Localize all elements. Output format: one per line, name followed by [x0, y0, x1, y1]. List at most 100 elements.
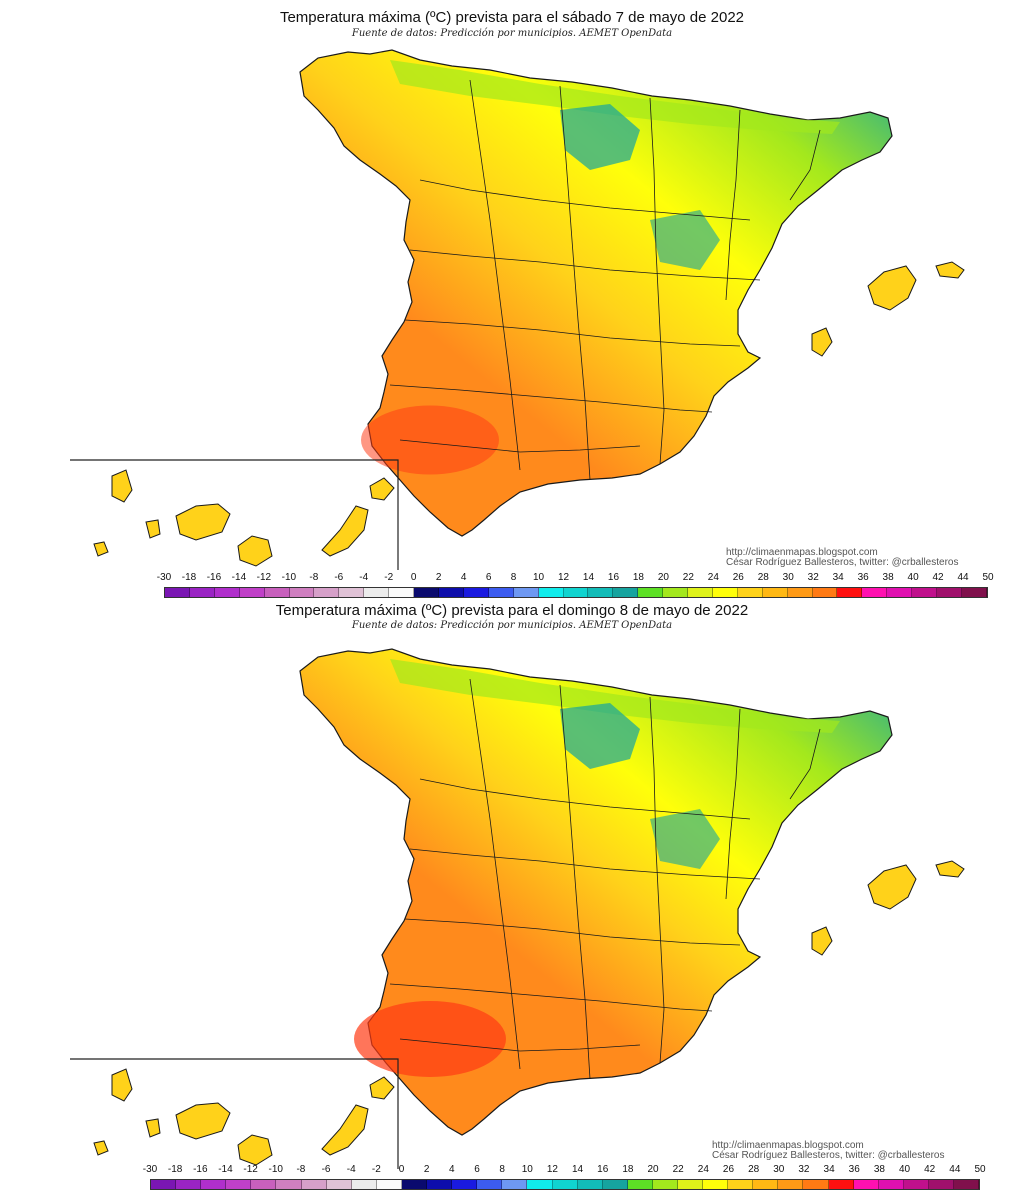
legend-color-cell — [778, 1180, 804, 1189]
province-border — [389, 384, 713, 413]
legend-tick-label: 0 — [410, 572, 417, 583]
island — [93, 541, 109, 557]
legend-color-cell — [289, 588, 315, 597]
legend-tick-label: 30 — [782, 572, 794, 583]
legend-tick-label: 10 — [521, 1164, 533, 1175]
temperature-map — [70, 648, 965, 1169]
legend-tick-label: 18 — [622, 1164, 634, 1175]
island — [145, 519, 161, 539]
province-border — [649, 696, 665, 1064]
island — [321, 1104, 369, 1156]
legend-tick-label: -18 — [181, 572, 197, 583]
legend-color-cell — [314, 588, 340, 597]
province-border — [404, 319, 741, 347]
legend-color-cell — [737, 588, 763, 597]
legend-tick-label: 34 — [823, 1164, 835, 1175]
island — [111, 1068, 133, 1102]
legend-tick-label: 50 — [982, 572, 994, 583]
legend-color-cell — [414, 588, 439, 597]
legend-tick-label: 38 — [882, 572, 894, 583]
legend-tick-label: -8 — [309, 572, 319, 583]
legend-tick-label: -12 — [243, 1164, 258, 1175]
province-border — [399, 1038, 641, 1052]
legend-color-cell — [563, 588, 589, 597]
legend-tick-label: 16 — [607, 572, 620, 583]
legend-tick-label: 40 — [898, 1164, 911, 1175]
legend-color-cell — [862, 588, 888, 597]
legend-tick-label: 8 — [510, 572, 517, 583]
legend-color-cell — [937, 588, 962, 597]
legend-tick-label: -4 — [359, 572, 369, 583]
legend-tick-label: 28 — [748, 1164, 760, 1175]
legend-color-cell — [301, 1180, 327, 1189]
credit-url: http://climaenmapas.blogspot.com — [712, 1140, 864, 1151]
legend-tick-label: 30 — [773, 1164, 785, 1175]
legend-tick-label: -8 — [296, 1164, 306, 1175]
legend-color-cell — [878, 1180, 904, 1189]
legend-tick-label: -16 — [206, 572, 222, 583]
legend-tick-label: 34 — [832, 572, 844, 583]
legend-tick-label: 44 — [957, 572, 969, 583]
legend-ticks: -30 -18 -16 -14 -12 -10 -8 -6 -4 -2 0 2 4 6 8 10 12 14 16 1… — [157, 572, 994, 586]
cool-region-north — [390, 659, 840, 733]
legend-tick-label: 20 — [657, 572, 669, 583]
canary-inset-frame — [70, 1058, 399, 1169]
province-border — [725, 109, 741, 301]
map-title: Temperatura máxima (ºC) prevista para el… — [275, 602, 749, 619]
island — [93, 1140, 109, 1156]
province-border — [419, 778, 751, 820]
legend-color-cell — [176, 1180, 202, 1189]
legend-tick-label: -16 — [193, 1164, 208, 1175]
legend-color-cell — [903, 1180, 929, 1189]
legend-tick-label: 44 — [949, 1164, 961, 1175]
legend-tick-label: 42 — [932, 572, 944, 583]
legend-color-cell — [728, 1180, 754, 1189]
legend-color-cell — [853, 1180, 879, 1189]
legend-color-cell — [214, 588, 240, 597]
legend-color-cell — [837, 588, 863, 597]
legend-tick-label: 22 — [682, 572, 694, 583]
legend-ticks: -30 -18 -16 -14 -12 -10 -8 -6 -4 -2 0 2 4 6 8 10 12 14 16 1… — [143, 1164, 986, 1178]
legend-tick-label: 40 — [907, 572, 919, 583]
province-border — [419, 179, 751, 221]
map-source: Fuente de datos: Predicción por municipi… — [351, 620, 673, 631]
legend-color-cell — [712, 588, 738, 597]
legend-color-cell — [339, 588, 365, 597]
map-panel-sunday: Temperatura máxima (ºC) prevista para el… — [0, 599, 1024, 1198]
cold-region-mountains — [560, 104, 640, 170]
legend-color-cell — [477, 1180, 503, 1189]
legend-color-cell — [928, 1180, 954, 1189]
island — [369, 477, 395, 501]
legend-color-cell — [912, 588, 938, 597]
legend-color-cell — [677, 1180, 704, 1189]
legend-tick-label: 42 — [924, 1164, 936, 1175]
island — [175, 503, 231, 541]
temperature-map — [70, 49, 965, 570]
legend-tick-label: -14 — [218, 1164, 233, 1175]
legend-color-cell — [151, 1180, 177, 1189]
legend-color-cell — [803, 1180, 829, 1189]
province-border — [399, 439, 641, 453]
island — [145, 1118, 161, 1138]
island — [237, 1134, 273, 1166]
legend-tick-label: 24 — [707, 572, 719, 583]
legend-colorbar — [150, 1179, 980, 1190]
legend-color-cell — [502, 1180, 528, 1189]
legend-tick-label: 32 — [798, 1164, 810, 1175]
legend-tick-label: -6 — [321, 1164, 331, 1175]
legend-color-cell — [251, 1180, 277, 1189]
legend-tick-label: -2 — [384, 572, 394, 583]
legend-color-cell — [954, 1180, 980, 1189]
legend-color-cell — [463, 588, 489, 597]
cold-region-iberian — [650, 809, 720, 869]
temperature-legend: -30 -18 -16 -14 -12 -10 -8 -6 -4 -2 0 2 4 6 8 10 12 14 16 1… — [157, 572, 994, 602]
legend-tick-label: 26 — [722, 1164, 735, 1175]
cold-region-mountains — [560, 703, 640, 769]
province-border — [404, 918, 741, 946]
island — [175, 1102, 231, 1140]
island — [111, 469, 133, 503]
legend-tick-label: 32 — [807, 572, 819, 583]
legend-tick-label: 20 — [647, 1164, 659, 1175]
temperature-legend: -30 -18 -16 -14 -12 -10 -8 -6 -4 -2 0 2 4 6 8 10 12 14 16 1… — [143, 1164, 986, 1194]
legend-tick-label: 8 — [499, 1164, 505, 1175]
